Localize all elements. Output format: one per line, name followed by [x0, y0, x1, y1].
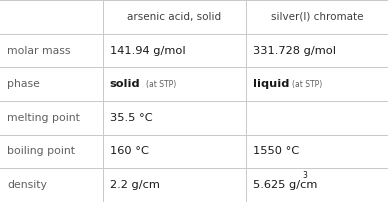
Text: (at STP): (at STP) — [292, 80, 322, 89]
Text: 141.94 g/mol: 141.94 g/mol — [110, 45, 185, 56]
Text: molar mass: molar mass — [7, 45, 71, 56]
Text: 160 °C: 160 °C — [110, 146, 149, 157]
Text: 331.728 g/mol: 331.728 g/mol — [253, 45, 336, 56]
Text: liquid: liquid — [253, 79, 289, 89]
Text: silver(I) chromate: silver(I) chromate — [270, 12, 363, 22]
Text: 5.625 g/cm: 5.625 g/cm — [253, 180, 317, 190]
Text: 3: 3 — [302, 171, 307, 180]
Text: arsenic acid, solid: arsenic acid, solid — [127, 12, 221, 22]
Text: 1550 °C: 1550 °C — [253, 146, 299, 157]
Text: density: density — [7, 180, 47, 190]
Text: solid: solid — [110, 79, 140, 89]
Text: 2.2 g/cm: 2.2 g/cm — [110, 180, 160, 190]
Text: boiling point: boiling point — [7, 146, 75, 157]
Text: phase: phase — [7, 79, 40, 89]
Text: (at STP): (at STP) — [146, 80, 176, 89]
Text: melting point: melting point — [7, 113, 80, 123]
Text: 35.5 °C: 35.5 °C — [110, 113, 152, 123]
